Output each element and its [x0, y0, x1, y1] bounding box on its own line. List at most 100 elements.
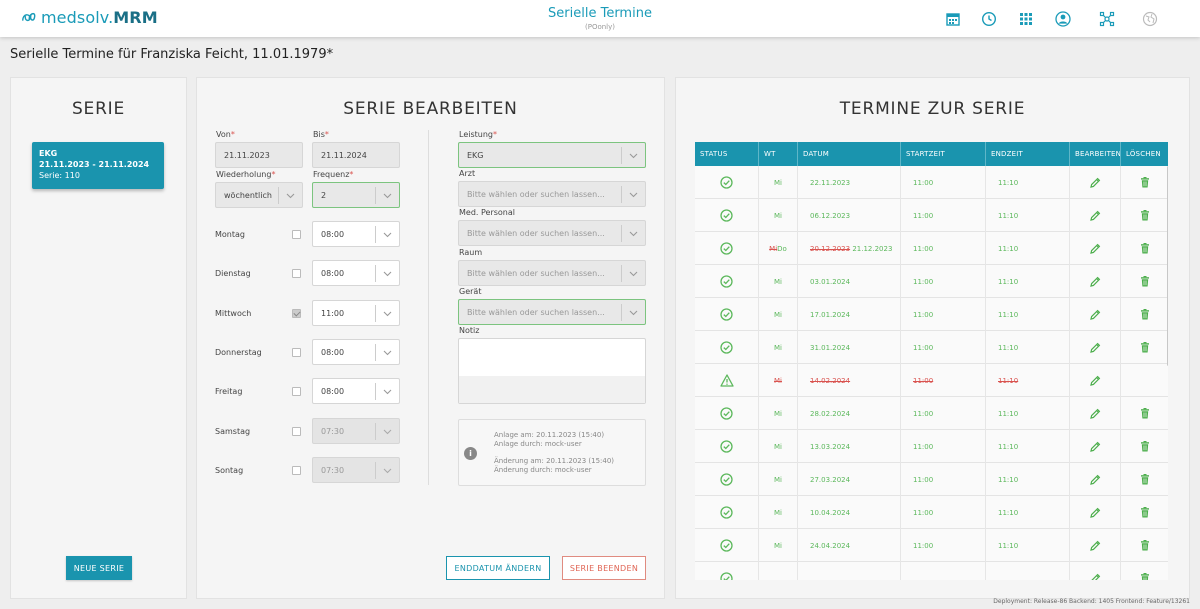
delete-cell[interactable] [1121, 331, 1168, 364]
pencil-icon[interactable] [1089, 177, 1101, 189]
edit-cell[interactable] [1070, 397, 1121, 430]
column-header-datum[interactable]: DATUM [798, 142, 901, 166]
serie-card[interactable]: EKG 21.11.2023 - 21.11.2024 Serie: 110 [32, 142, 164, 189]
table-row[interactable]: Mi Do 20.12.2023 21.12.2023 11:00 11:10 [695, 232, 1168, 265]
trash-icon[interactable] [1140, 309, 1150, 320]
med-personal-select[interactable]: Bitte wählen oder suchen lassen... [458, 220, 646, 246]
trash-icon[interactable] [1140, 210, 1150, 221]
trash-icon[interactable] [1140, 243, 1150, 254]
clock-icon[interactable] [980, 10, 998, 28]
column-header-status[interactable]: STATUS [695, 142, 759, 166]
pencil-icon[interactable] [1089, 210, 1101, 222]
table-row[interactable] [695, 562, 1168, 580]
frequenz-select[interactable]: 2 [312, 182, 400, 208]
leistung-select[interactable]: EKG [458, 142, 646, 168]
delete-cell[interactable] [1121, 562, 1168, 580]
edit-cell[interactable] [1070, 298, 1121, 331]
column-header-bearbeiten[interactable]: BEARBEITEN [1070, 142, 1121, 166]
edit-cell[interactable] [1070, 199, 1121, 232]
apps-grid-icon[interactable] [1017, 10, 1035, 28]
day-time-select-donnerstag[interactable]: 08:00 [312, 339, 400, 365]
serie-beenden-button[interactable]: SERIE BEENDEN [562, 556, 646, 580]
table-row[interactable]: Mi 14.02.2024 11:00 11:10 [695, 364, 1168, 397]
day-time-select-sontag[interactable]: 07:30 [312, 457, 400, 483]
von-date-input[interactable]: 21.11.2023 [215, 142, 303, 168]
geraet-select[interactable]: Bitte wählen oder suchen lassen... [458, 299, 646, 325]
pencil-icon[interactable] [1089, 342, 1101, 354]
edit-cell[interactable] [1070, 529, 1121, 562]
table-row[interactable]: Mi 10.04.2024 11:00 11:10 [695, 496, 1168, 529]
user-account-icon[interactable] [1054, 10, 1072, 28]
column-header-startzeit[interactable]: STARTZEIT [901, 142, 986, 166]
raum-select[interactable]: Bitte wählen oder suchen lassen... [458, 260, 646, 286]
trash-icon[interactable] [1140, 408, 1150, 419]
pencil-icon[interactable] [1089, 375, 1101, 387]
new-serie-button[interactable]: NEUE SERIE [66, 556, 132, 580]
table-row[interactable]: Mi 13.03.2024 11:00 11:10 [695, 430, 1168, 463]
day-time-select-mittwoch[interactable]: 11:00 [312, 300, 400, 326]
column-header-wt[interactable]: WT [759, 142, 798, 166]
column-header-endzeit[interactable]: ENDZEIT [986, 142, 1070, 166]
edit-cell[interactable] [1070, 463, 1121, 496]
table-row[interactable]: Mi 22.11.2023 11:00 11:10 [695, 166, 1168, 199]
delete-cell[interactable] [1121, 430, 1168, 463]
day-checkbox-samstag[interactable] [292, 427, 301, 436]
pencil-icon[interactable] [1089, 441, 1101, 453]
delete-cell[interactable] [1121, 298, 1168, 331]
delete-cell[interactable] [1121, 463, 1168, 496]
day-checkbox-montag[interactable] [292, 230, 301, 239]
day-checkbox-freitag[interactable] [292, 387, 301, 396]
trash-icon[interactable] [1140, 276, 1150, 287]
table-row[interactable]: Mi 06.12.2023 11:00 11:10 [695, 199, 1168, 232]
wiederholung-select[interactable]: wöchentlich [215, 182, 303, 208]
trash-icon[interactable] [1140, 441, 1150, 452]
table-row[interactable]: Mi 17.01.2024 11:00 11:10 [695, 298, 1168, 331]
table-row[interactable]: Mi 24.04.2024 11:00 11:10 [695, 529, 1168, 562]
delete-cell[interactable] [1121, 199, 1168, 232]
edit-cell[interactable] [1070, 331, 1121, 364]
pencil-icon[interactable] [1089, 507, 1101, 519]
edit-cell[interactable] [1070, 166, 1121, 199]
delete-cell[interactable] [1121, 166, 1168, 199]
enddatum-aendern-button[interactable]: ENDDATUM ÄNDERN [446, 556, 550, 580]
calendar-icon[interactable] [944, 10, 962, 28]
pencil-icon[interactable] [1089, 408, 1101, 420]
delete-cell[interactable] [1121, 496, 1168, 529]
trash-icon[interactable] [1140, 507, 1150, 518]
table-row[interactable]: Mi 27.03.2024 11:00 11:10 [695, 463, 1168, 496]
trash-icon[interactable] [1140, 573, 1150, 580]
bis-date-input[interactable]: 21.11.2024 [312, 142, 400, 168]
table-scrollbar[interactable] [1167, 166, 1168, 366]
trash-icon[interactable] [1140, 474, 1150, 485]
edit-cell[interactable] [1070, 265, 1121, 298]
arzt-select[interactable]: Bitte wählen oder suchen lassen... [458, 181, 646, 207]
delete-cell[interactable] [1121, 529, 1168, 562]
day-checkbox-dienstag[interactable] [292, 269, 301, 278]
day-time-select-freitag[interactable]: 08:00 [312, 378, 400, 404]
notiz-textarea[interactable] [458, 338, 646, 404]
table-row[interactable]: Mi 28.02.2024 11:00 11:10 [695, 397, 1168, 430]
table-row[interactable]: Mi 03.01.2024 11:00 11:10 [695, 265, 1168, 298]
network-icon[interactable] [1098, 10, 1116, 28]
delete-cell[interactable] [1121, 265, 1168, 298]
edit-cell[interactable] [1070, 364, 1121, 397]
table-row[interactable]: Mi 31.01.2024 11:00 11:10 [695, 331, 1168, 364]
pencil-icon[interactable] [1089, 276, 1101, 288]
delete-cell[interactable] [1121, 397, 1168, 430]
trash-icon[interactable] [1140, 342, 1150, 353]
day-checkbox-sontag[interactable] [292, 466, 301, 475]
trash-icon[interactable] [1140, 540, 1150, 551]
pencil-icon[interactable] [1089, 309, 1101, 321]
globe-icon[interactable] [1141, 10, 1159, 28]
pencil-icon[interactable] [1089, 540, 1101, 552]
pencil-icon[interactable] [1089, 243, 1101, 255]
edit-cell[interactable] [1070, 496, 1121, 529]
day-checkbox-mittwoch[interactable] [292, 309, 301, 318]
pencil-icon[interactable] [1089, 474, 1101, 486]
day-time-select-dienstag[interactable]: 08:00 [312, 260, 400, 286]
pencil-icon[interactable] [1089, 573, 1101, 580]
column-header-loeschen[interactable]: LÖSCHEN [1126, 150, 1161, 158]
logo[interactable]: medsolv.MRM [20, 6, 158, 28]
edit-cell[interactable] [1070, 430, 1121, 463]
day-time-select-montag[interactable]: 08:00 [312, 221, 400, 247]
